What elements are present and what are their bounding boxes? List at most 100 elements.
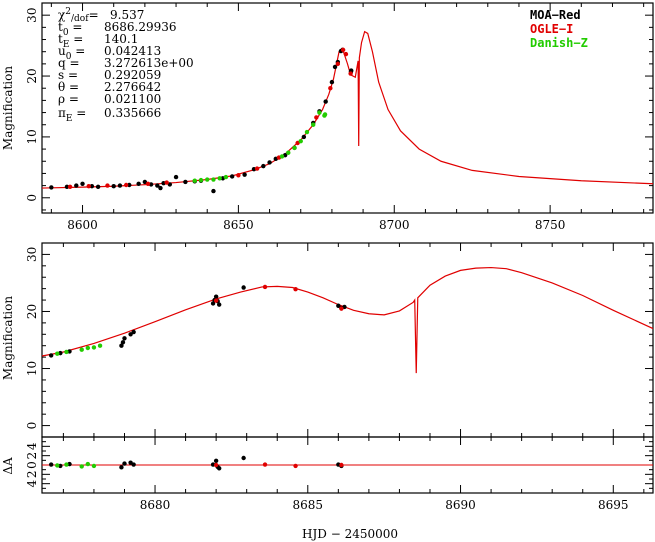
top-point-moa-red [74,183,79,188]
zoom-point-danish-z [91,345,97,350]
top-frame [41,2,654,214]
legend-moa: MOA−Red [530,8,581,22]
zoom-point-danish-z [85,345,91,351]
top-point-moa-red [261,163,266,169]
top-point-ogle-i [164,180,169,185]
top-point-moa-red [267,160,272,165]
zoom-panel: 0 10 20 30 [25,242,654,438]
top-point-ogle-i [348,71,353,76]
zoom-point-danish-z [97,343,103,348]
zoom-point-ogle-i [213,298,219,303]
top-point-ogle-i [335,61,341,67]
resid-ytick-label: 2 [25,452,39,460]
zoom-ylabel: Magnification [1,296,15,380]
top-point-moa-red [155,183,160,188]
resid-ytick-label: 2 [25,471,39,479]
top-point-danish-z [322,112,328,117]
top-ylabel: Magnification [1,66,15,150]
top-point-moa-red [173,174,179,180]
resid-xtick-label: 8695 [598,498,629,512]
zoom-point-moa-red [131,329,136,335]
zoom-point-moa-red [336,303,341,308]
parameter-box: χ2/dof= 9.537 t0 = 8686.29936 tE = 140.1… [58,7,194,124]
param-chi2-value: 9.537 [110,8,144,22]
resid-point-danish-z [64,462,69,467]
top-panel: 8600 8650 8700 8750 0 10 20 30 [25,2,654,232]
resid-point-moa-red [213,458,219,463]
resid-point-moa-red [122,461,127,466]
zoom-point-moa-red [213,294,219,299]
top-point-ogle-i [340,47,346,53]
top-point-danish-z [205,177,210,182]
top-point-moa-red [117,183,123,188]
x-axis-label: HJD − 2450000 [302,527,398,541]
top-point-ogle-i [314,115,319,120]
zoom-ytick-label: 0 [25,422,39,430]
zoom-point-moa-red [120,340,126,345]
resid-point-moa-red [119,465,124,470]
resid-xtick-label: 8690 [445,498,476,512]
top-point-moa-red [49,185,54,190]
top-point-danish-z [211,177,216,182]
top-ytick-label: 10 [25,129,39,144]
top-point-danish-z [286,150,291,155]
top-point-moa-red [323,99,328,104]
resid-point-danish-z [55,463,60,468]
resid-point-ogle-i [339,462,344,468]
resid-ytick-label: 4 [25,442,39,450]
top-point-danish-z [223,174,229,180]
resid-point-danish-z [85,461,91,467]
param-pie-label: πE = [58,106,86,124]
top-xtick-label: 8650 [223,218,254,232]
param-t0-value: 8686.29936 [104,20,177,34]
top-point-danish-z [198,177,204,183]
top-point-danish-z [192,178,197,183]
top-point-moa-red [64,184,70,190]
resid-point-danish-z [79,464,84,469]
top-point-moa-red [211,188,216,194]
zoom-point-moa-red [119,343,124,348]
param-q-label: q = [58,56,80,70]
top-point-ogle-i [343,51,349,57]
zoom-ytick-label: 20 [25,304,39,319]
zoom-point-moa-red [122,336,127,341]
zoom-point-ogle-i [262,284,268,290]
zoom-point-moa-red [216,302,222,307]
zoom-point-moa-red [48,353,54,358]
param-q-value: 3.272613e+00 [104,56,194,70]
resid-ytick-label: 4 [25,479,39,487]
top-point-danish-z [304,129,310,135]
zoom-ytick-label: 30 [25,247,39,262]
resid-point-ogle-i [213,462,219,468]
param-theta-value: 2.276642 [104,80,161,94]
top-point-danish-z [311,122,316,127]
top-ytick-label: 0 [25,194,39,202]
top-point-moa-red [183,179,188,185]
top-point-moa-red [111,184,116,189]
top-point-danish-z [298,138,303,144]
zoom-point-danish-z [79,347,84,352]
top-point-danish-z [292,145,297,151]
resid-point-danish-z [91,463,97,469]
resid-point-moa-red [48,462,54,467]
top-point-moa-red [80,181,85,186]
resid-xtick-label: 8680 [140,498,171,512]
top-xtick-label: 8750 [535,218,566,232]
legend-danish: Danish−Z [530,36,588,50]
param-te-value: 140.1 [104,32,138,46]
zoom-frame [41,242,654,438]
resid-point-moa-red [241,455,246,461]
param-u0-value: 0.042413 [104,44,161,58]
zoom-point-ogle-i [293,287,298,292]
resid-point-ogle-i [262,462,268,467]
param-s-label: s = [58,68,78,82]
top-ytick-label: 20 [25,68,39,83]
top-point-ogle-i [236,173,241,178]
zoom-model-curve [41,266,654,374]
param-pie-value: 0.335666 [104,106,161,120]
param-theta-label: θ = [58,80,79,94]
top-point-ogle-i [67,184,73,190]
